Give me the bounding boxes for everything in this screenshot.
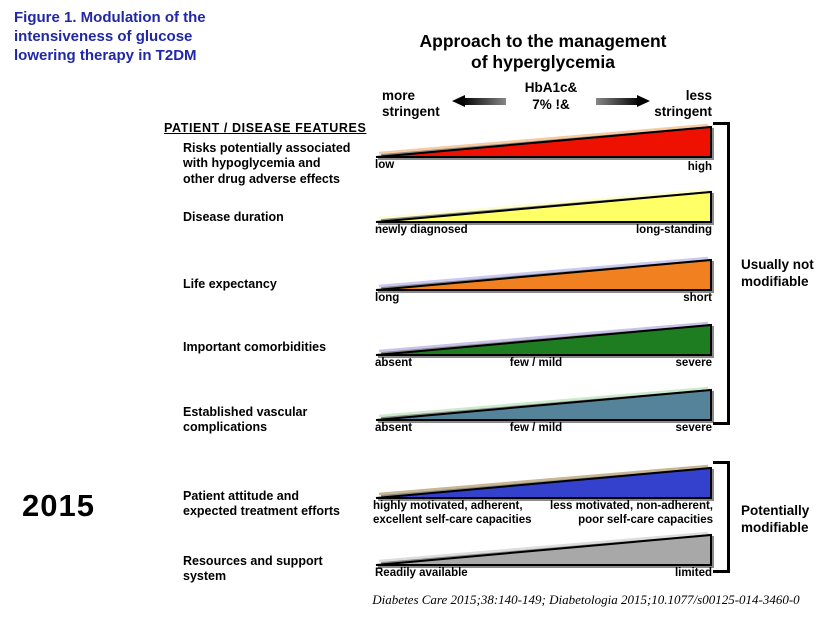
scale-label-newly-diagnosed: newly diagnosed (375, 224, 468, 236)
more-stringent-label: more stringent (382, 88, 440, 120)
scale-label-low: low (375, 159, 395, 171)
scale-label-limited: limited (674, 567, 712, 579)
scale-label-less-motivated: less motivated, non-adherent, poor self-… (550, 500, 713, 526)
triangle-life-expectancy (375, 256, 712, 291)
scale-label-severe: severe (675, 357, 712, 369)
bracket-modifiable (713, 461, 730, 573)
scale-label-readily-available: Readily available (375, 567, 468, 579)
scale-label-short: short (683, 292, 712, 304)
row-label-vascular-complications: Established vascular complications (183, 405, 308, 435)
row-label-disease-duration: Disease duration (183, 210, 284, 224)
main-title: Approach to the management of hyperglyce… (419, 31, 667, 72)
scale-label-absent: absent (375, 357, 413, 369)
less-stringent-label: less stringent (654, 88, 712, 120)
triangle-hypoglycemia-risks (375, 123, 712, 158)
figure-title: Figure 1. Modulation of the intensivenes… (14, 9, 206, 65)
hba1c-line2: 7% !& (532, 96, 570, 112)
row-label-important-comorbidities: Important comorbidities (183, 340, 327, 354)
bracket-label-not-modifiable: Usually not modifiable (741, 257, 814, 289)
bracket-label-modifiable: Potentially modifiable (741, 503, 810, 535)
hba1c-line1: HbA1c& (524, 80, 578, 95)
bracket-not-modifiable (713, 122, 730, 425)
scale-label-long: long (375, 292, 400, 304)
triangle-resources-support (375, 531, 712, 566)
citation: Diabetes Care 2015;38:140-149; Diabetolo… (372, 592, 800, 607)
scale-label-long-standing: long-standing (635, 224, 712, 236)
scale-label-high: high (687, 161, 712, 173)
triangle-vascular-complications (375, 386, 712, 421)
year-label: 2015 (22, 488, 95, 523)
hba1c-target-label: HbA1c& 7% !& (506, 80, 596, 114)
scale-label-few-mild: few / mild (509, 357, 563, 369)
arrow-left-head-icon (452, 95, 465, 107)
row-label-hypoglycemia-risks: Risks potentially associated with hypogl… (183, 141, 351, 186)
row-label-patient-attitude: Patient attitude and expected treatment … (183, 489, 340, 519)
scale-label-highly-motivated: highly motivated, adherent, excellent se… (373, 500, 532, 526)
triangle-patient-attitude (375, 464, 712, 499)
triangle-disease-duration (375, 188, 712, 223)
row-label-resources-support: Resources and support system (183, 554, 323, 584)
section-header: PATIENT / DISEASE FEATURES (164, 121, 367, 135)
scale-label-severe: severe (675, 422, 712, 434)
scale-label-few-mild: few / mild (509, 422, 563, 434)
row-label-life-expectancy: Life expectancy (183, 277, 277, 291)
scale-label-absent: absent (375, 422, 413, 434)
arrow-right-head-icon (637, 95, 650, 107)
triangle-important-comorbidities (375, 321, 712, 356)
